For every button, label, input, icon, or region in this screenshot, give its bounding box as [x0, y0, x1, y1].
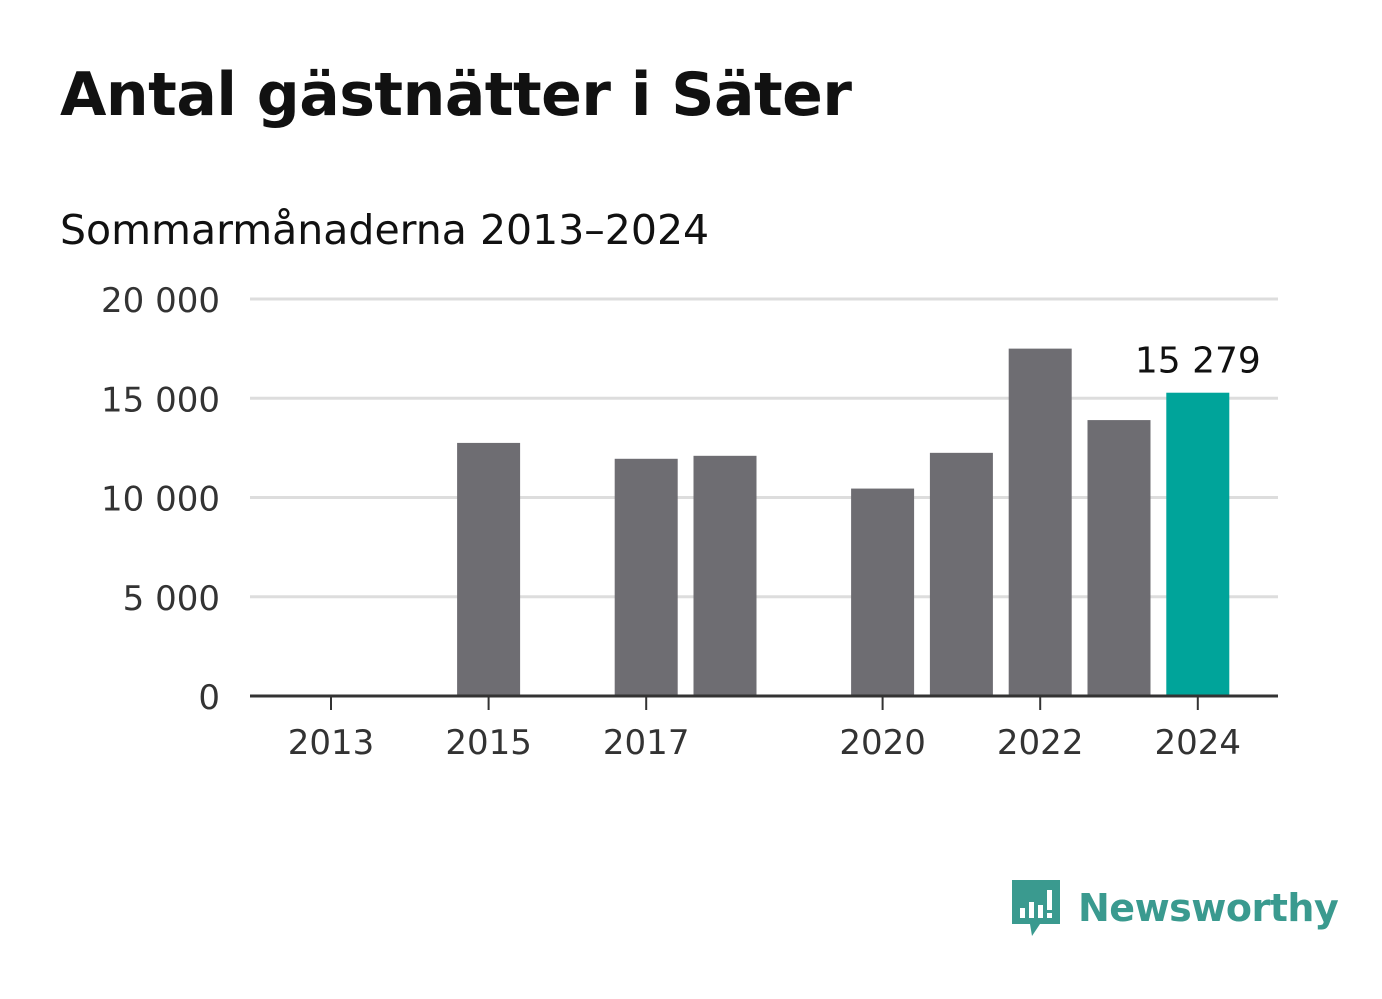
x-tick-label: 2017 [603, 723, 690, 763]
x-tick-label: 2024 [1155, 723, 1242, 763]
chart-subtitle: Sommarmånaderna 2013–2024 [60, 206, 710, 254]
y-tick-label: 10 000 [101, 480, 220, 520]
bar-2021 [929, 452, 993, 696]
bar-2017 [614, 458, 678, 696]
y-tick-label: 5 000 [123, 579, 220, 619]
x-tick-label: 2013 [288, 723, 375, 763]
bar-2018 [693, 455, 757, 696]
bar-2023 [1087, 420, 1151, 696]
newsworthy-logo-icon [1012, 880, 1060, 936]
brand-name: Newsworthy [1078, 886, 1339, 930]
x-tick-label: 2022 [997, 723, 1084, 763]
newsworthy-logo: Newsworthy [1010, 878, 1339, 938]
data-label-2024: 15 279 [1135, 341, 1261, 382]
x-tick-label: 2015 [445, 723, 532, 763]
y-tick-label: 20 000 [101, 281, 220, 321]
x-tick-label: 2020 [839, 723, 926, 763]
y-tick-label: 0 [198, 678, 220, 718]
bar-2015 [457, 442, 521, 696]
bar-2020 [851, 488, 915, 696]
chart-title: Antal gästnätter i Säter [60, 60, 852, 130]
y-tick-label: 15 000 [101, 380, 220, 420]
bar-2024 [1166, 392, 1230, 696]
bar-2022 [1008, 348, 1072, 696]
